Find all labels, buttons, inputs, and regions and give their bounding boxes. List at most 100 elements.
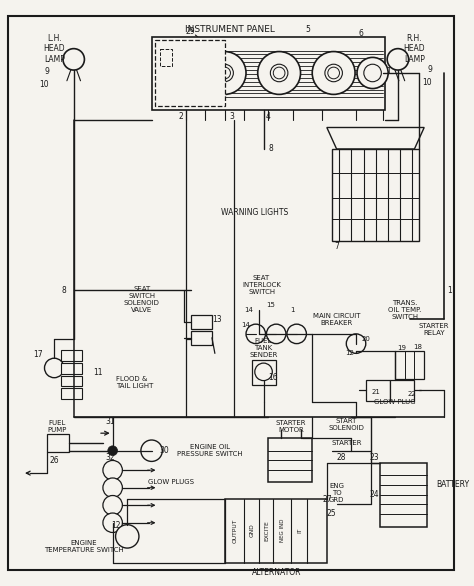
Text: 16: 16 (268, 373, 278, 382)
Text: STARTER
MOTOR: STARTER MOTOR (275, 420, 306, 433)
Circle shape (312, 52, 355, 94)
Text: 28: 28 (337, 453, 346, 462)
Text: 25: 25 (327, 509, 337, 519)
Bar (252, 360, 276, 384)
Text: 1: 1 (386, 67, 391, 76)
Bar (155, 40, 225, 106)
Text: EXCITE: EXCITE (264, 520, 269, 541)
Text: 9: 9 (428, 64, 432, 74)
Circle shape (387, 49, 409, 70)
Text: 22: 22 (407, 391, 416, 397)
Circle shape (103, 496, 122, 515)
Bar (390, 380, 414, 401)
Circle shape (270, 64, 288, 81)
Text: R.H.
HEAD
LAMP: R.H. HEAD LAMP (404, 34, 425, 63)
Text: 21: 21 (371, 389, 380, 396)
Circle shape (63, 49, 84, 70)
Text: 1: 1 (291, 306, 295, 312)
Text: BATTERY: BATTERY (436, 481, 469, 489)
Text: STARTER: STARTER (331, 440, 362, 446)
Circle shape (266, 324, 286, 343)
Bar (61, 350, 82, 361)
Text: 8: 8 (269, 144, 273, 154)
Bar (152, 37, 385, 110)
Circle shape (108, 446, 118, 455)
Circle shape (103, 513, 122, 533)
Circle shape (255, 363, 273, 381)
Bar (61, 389, 82, 399)
Circle shape (258, 52, 301, 94)
Text: GLOW PLUGS: GLOW PLUGS (148, 479, 194, 485)
Text: 15: 15 (266, 302, 275, 308)
Bar (191, 331, 212, 345)
Text: 30: 30 (159, 446, 169, 455)
Text: 31: 31 (105, 417, 115, 426)
Circle shape (273, 67, 285, 79)
Bar (225, 499, 327, 563)
Circle shape (203, 52, 246, 94)
Circle shape (216, 64, 233, 81)
Text: 32: 32 (105, 453, 115, 462)
Text: 14: 14 (245, 306, 254, 312)
Bar (332, 149, 419, 241)
Text: IT: IT (297, 528, 302, 533)
Text: 17: 17 (33, 350, 43, 359)
Text: ENG
TO
GRD: ENG TO GRD (329, 483, 344, 503)
Text: STARTER
RELAY: STARTER RELAY (419, 322, 449, 336)
Text: 11: 11 (93, 369, 103, 377)
Text: 12: 12 (111, 521, 120, 530)
Bar (380, 464, 427, 527)
Text: 6: 6 (358, 29, 364, 38)
Text: 2: 2 (178, 113, 183, 121)
Bar (160, 49, 172, 66)
Circle shape (357, 57, 388, 88)
Polygon shape (327, 128, 424, 149)
Text: 20: 20 (361, 336, 370, 342)
Bar (191, 315, 212, 329)
Circle shape (346, 334, 366, 353)
Bar (160, 49, 172, 66)
Text: GND: GND (249, 524, 255, 537)
Text: TRANS.
OIL TEMP.
SWITCH: TRANS. OIL TEMP. SWITCH (388, 299, 421, 319)
Text: INSTRUMENT PANEL: INSTRUMENT PANEL (184, 25, 274, 33)
Text: FUEL
PUMP: FUEL PUMP (47, 420, 67, 433)
Text: 19: 19 (397, 346, 406, 352)
Text: 24: 24 (370, 490, 379, 499)
Text: GLOW PLUG: GLOW PLUG (374, 399, 416, 405)
Text: 29: 29 (186, 26, 195, 36)
Text: START
SOLENOID: START SOLENOID (328, 418, 364, 431)
Bar (176, 59, 186, 68)
Circle shape (141, 440, 162, 461)
Text: FLOOD &
TAIL LIGHT: FLOOD & TAIL LIGHT (116, 376, 153, 389)
Bar (158, 47, 186, 68)
Circle shape (325, 64, 342, 81)
Text: OUTPUT: OUTPUT (233, 519, 238, 543)
Bar (395, 352, 424, 379)
Text: 8: 8 (62, 285, 66, 295)
Text: 3: 3 (229, 113, 234, 121)
Bar (268, 438, 312, 482)
Text: 27: 27 (322, 495, 332, 504)
Text: NEG IND: NEG IND (280, 519, 284, 542)
Text: 23: 23 (370, 453, 379, 462)
Circle shape (219, 67, 230, 79)
Text: 5: 5 (305, 25, 310, 33)
Text: 4: 4 (266, 113, 271, 121)
Circle shape (103, 461, 122, 480)
Text: 10: 10 (422, 78, 432, 87)
Bar (61, 363, 82, 374)
Bar (61, 376, 82, 386)
Text: 12: 12 (345, 350, 354, 356)
Text: SEAT
INTERLOCK
SWITCH: SEAT INTERLOCK SWITCH (242, 275, 281, 295)
Text: WARNING LIGHTS: WARNING LIGHTS (220, 207, 288, 217)
Text: 10: 10 (40, 80, 49, 89)
Text: ENGINE
TEMPERATURE SWITCH: ENGINE TEMPERATURE SWITCH (44, 540, 123, 553)
Text: ALTERNATOR: ALTERNATOR (252, 568, 301, 577)
Bar (47, 434, 69, 452)
Text: 1: 1 (447, 285, 452, 295)
Text: 14: 14 (242, 322, 250, 328)
Circle shape (103, 478, 122, 498)
Text: SEAT
SWITCH
SOLENOID
VALVE: SEAT SWITCH SOLENOID VALVE (124, 287, 160, 314)
Circle shape (364, 64, 382, 81)
Circle shape (246, 324, 265, 343)
